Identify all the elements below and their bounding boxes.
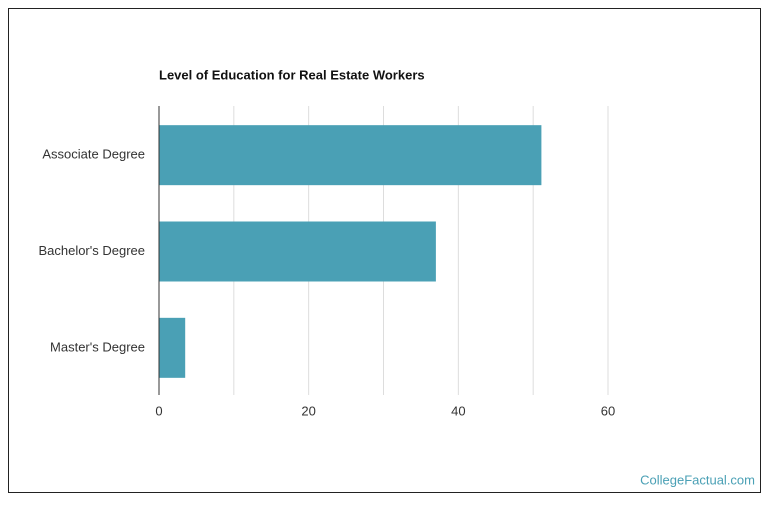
x-tick-label: 40 xyxy=(451,403,465,418)
x-tick-label: 60 xyxy=(601,403,615,418)
y-tick-label: Associate Degree xyxy=(42,147,145,162)
x-tick-label: 0 xyxy=(155,403,162,418)
footer-link[interactable]: CollegeFactual.com xyxy=(640,472,755,487)
bar xyxy=(159,125,542,186)
y-tick-label: Master's Degree xyxy=(50,339,145,354)
x-tick-label: 20 xyxy=(301,403,315,418)
bar xyxy=(159,317,186,378)
bar xyxy=(159,221,436,282)
y-tick-label: Bachelor's Degree xyxy=(38,243,145,258)
chart-title: Level of Education for Real Estate Worke… xyxy=(159,67,425,82)
